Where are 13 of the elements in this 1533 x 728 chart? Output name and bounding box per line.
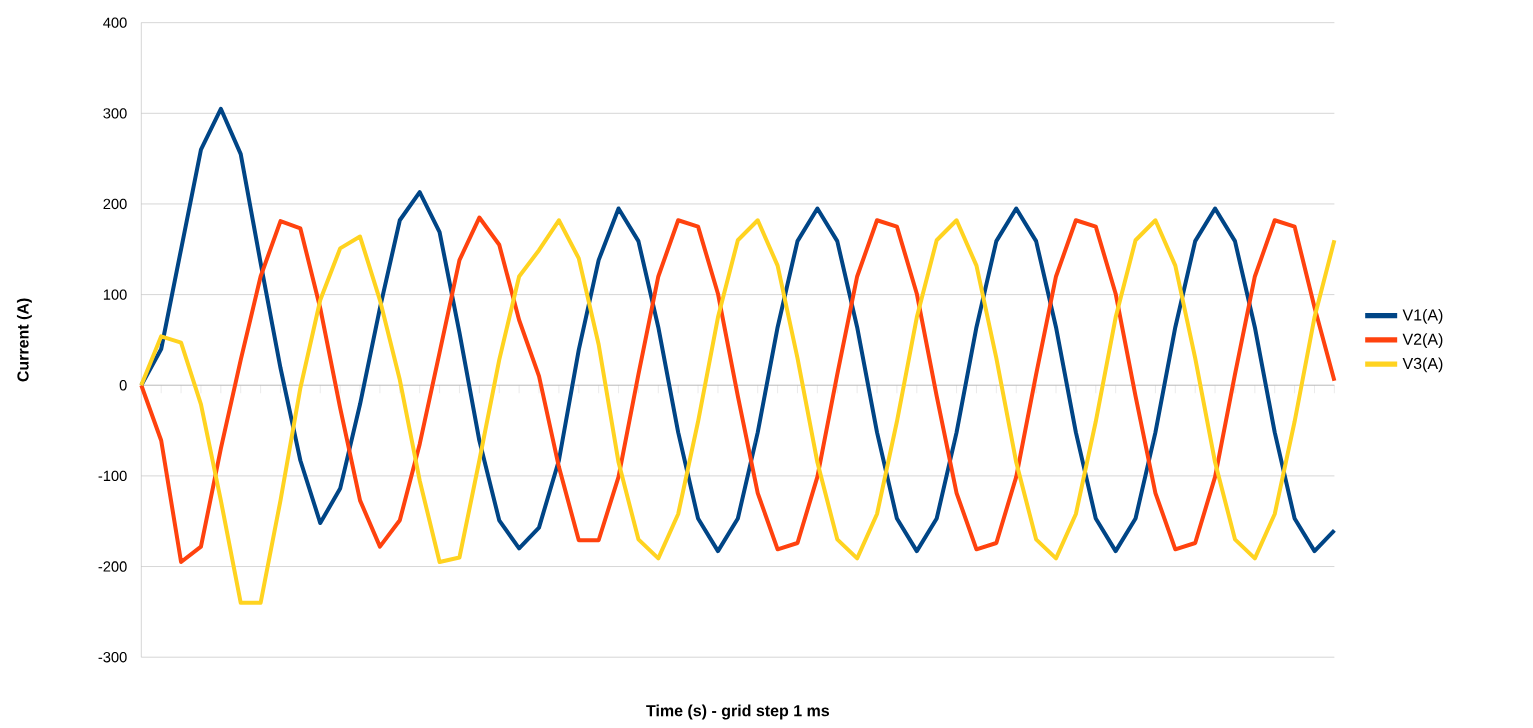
x-axis-title: Time (s) - grid step 1 ms	[646, 704, 830, 720]
y-tick-label: 200	[103, 198, 127, 210]
legend-label: V1(A)	[1402, 308, 1443, 324]
y-tick-label: 300	[103, 108, 127, 119]
y-tick-label: 0	[119, 380, 127, 391]
y-tick-label: -300	[98, 652, 127, 663]
legend-label: V2(A)	[1402, 333, 1443, 349]
y-tick-label: -200	[98, 561, 127, 572]
y-tick-label: 100	[103, 289, 127, 300]
y-tick-label: 400	[103, 17, 127, 28]
y-tick-label: -100	[98, 470, 127, 482]
legend-label: V3(A)	[1402, 357, 1443, 373]
y-axis-title: Current (A)	[16, 298, 32, 382]
